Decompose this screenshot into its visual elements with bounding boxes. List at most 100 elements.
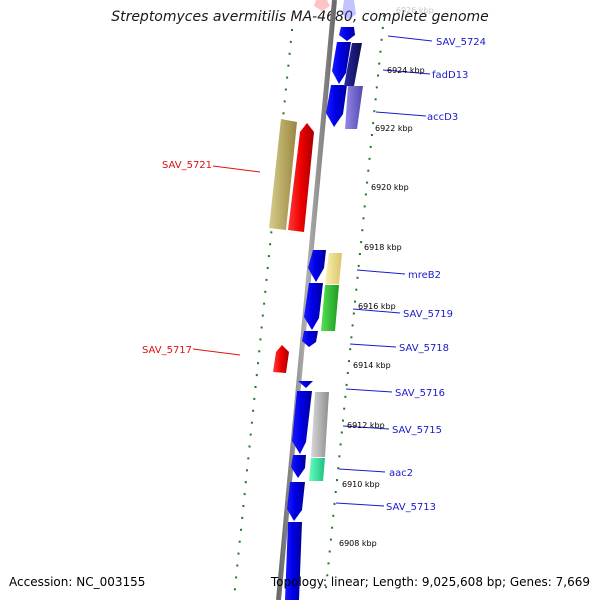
minor-tick xyxy=(254,386,257,388)
gene-accD3[interactable] xyxy=(326,85,347,127)
minor-tick xyxy=(329,538,332,541)
minor-tick xyxy=(366,181,369,184)
minor-tick xyxy=(250,421,253,424)
feature-aac2[interactable] xyxy=(309,458,325,481)
gene-SAV_5716[interactable] xyxy=(298,381,313,388)
minor-tick xyxy=(289,40,292,43)
minor-tick xyxy=(259,338,262,341)
genome-summary-text: Topology: linear; Length: 9,025,608 bp; … xyxy=(270,575,590,589)
minor-tick xyxy=(334,491,337,493)
scale-label-6910: 6910 kbp xyxy=(342,480,380,489)
minor-tick xyxy=(378,62,381,65)
minor-tick xyxy=(252,409,255,412)
feature-SAV_5721[interactable] xyxy=(269,119,297,230)
minor-tick xyxy=(354,300,356,303)
gene-SAV_5716-body[interactable] xyxy=(292,391,312,454)
gene-aac2[interactable] xyxy=(287,482,305,521)
minor-tick xyxy=(291,29,293,31)
feature-mreB2[interactable] xyxy=(325,253,342,284)
feature-SAV_5719[interactable] xyxy=(321,285,339,331)
minor-tick xyxy=(266,267,269,269)
minor-tick xyxy=(263,302,266,305)
gene-SAV_5721[interactable] xyxy=(288,123,314,232)
gene-label-SAV_5713[interactable]: SAV_5713 xyxy=(386,502,436,513)
feature-accD3[interactable] xyxy=(345,86,363,129)
scale-label-6922: 6922 kbp xyxy=(375,124,413,133)
reverse-gene-labels: SAV_5721 SAV_5717 xyxy=(142,160,212,356)
scale-label-6924: 6924 kbp xyxy=(387,66,425,75)
minor-tick xyxy=(287,64,290,67)
minor-tick xyxy=(235,576,238,579)
minor-tick xyxy=(370,134,373,136)
gene-SAV_5724-forward[interactable] xyxy=(339,27,355,41)
minor-tick xyxy=(238,540,241,543)
gene-label-SAV_5715[interactable]: SAV_5715 xyxy=(392,425,442,436)
minor-tick xyxy=(257,362,259,365)
minor-tick xyxy=(374,98,377,101)
gene-fadD13[interactable] xyxy=(332,42,351,84)
minor-tick xyxy=(332,514,335,517)
minor-tick xyxy=(333,502,336,505)
gene-label-aac2[interactable]: aac2 xyxy=(389,468,413,479)
minor-tick xyxy=(362,217,365,220)
gene-label-SAV_5724[interactable]: SAV_5724 xyxy=(436,37,486,48)
gene-label-fadD13[interactable]: fadD13 xyxy=(432,70,468,81)
minor-tick xyxy=(286,76,289,79)
gene-SAV_5713[interactable] xyxy=(285,522,302,600)
minor-tick xyxy=(233,588,236,591)
scale-label-6912: 6912 kbp xyxy=(347,421,385,430)
gene-SAV_5719[interactable] xyxy=(304,283,323,330)
minor-tick xyxy=(357,264,360,267)
minor-tick xyxy=(345,383,348,386)
accession-text: Accession: NC_003155 xyxy=(9,575,146,589)
minor-tick xyxy=(342,419,344,422)
tick-line-left xyxy=(233,29,293,591)
minor-tick xyxy=(379,50,382,53)
scale-label-6916: 6916 kbp xyxy=(358,302,396,311)
gene-label-SAV_5716[interactable]: SAV_5716 xyxy=(395,388,445,399)
minor-tick xyxy=(326,574,329,577)
minor-tick xyxy=(265,278,268,281)
minor-tick xyxy=(377,74,379,77)
minor-tick xyxy=(360,241,363,244)
scale-tick-lines xyxy=(233,15,385,591)
gene-SAV_5717[interactable] xyxy=(273,345,289,373)
minor-tick xyxy=(243,493,246,496)
minor-tick xyxy=(344,395,347,398)
minor-tick xyxy=(349,348,352,351)
minor-tick xyxy=(288,52,291,55)
minor-tick xyxy=(244,481,247,484)
gene-label-SAV_5717[interactable]: SAV_5717 xyxy=(142,345,192,356)
minor-tick xyxy=(237,552,240,555)
gene-label-SAV_5718[interactable]: SAV_5718 xyxy=(399,343,449,354)
minor-tick xyxy=(246,469,248,472)
gene-mreB2[interactable] xyxy=(308,250,326,282)
gene-label-mreB2[interactable]: mreB2 xyxy=(408,270,441,281)
minor-tick xyxy=(368,157,371,160)
minor-tick xyxy=(352,312,355,315)
minor-tick xyxy=(283,100,286,103)
faded-upstream-region xyxy=(314,0,356,20)
feature-SAV_5724[interactable] xyxy=(344,43,362,86)
minor-tick xyxy=(346,372,349,374)
minor-tick xyxy=(325,586,328,589)
minor-tick xyxy=(248,445,251,448)
gene-label-SAV_5719[interactable]: SAV_5719 xyxy=(403,309,453,320)
feature-SAV_5715[interactable] xyxy=(311,392,329,457)
scale-labels: 6926 kbp 6924 kbp 6922 kbp 6920 kbp 6918… xyxy=(339,6,434,548)
genome-title: Streptomyces avermitilis MA-4680, comple… xyxy=(111,9,489,25)
minor-tick xyxy=(350,336,353,339)
minor-tick xyxy=(375,86,378,89)
forward-gene-track xyxy=(285,27,355,600)
scale-label-6926: 6926 kbp xyxy=(396,6,434,15)
gene-SAV_5715[interactable] xyxy=(291,455,306,478)
minor-tick xyxy=(372,122,375,125)
gene-label-SAV_5721[interactable]: SAV_5721 xyxy=(162,160,212,171)
minor-tick xyxy=(241,516,244,519)
minor-tick xyxy=(267,255,270,258)
minor-tick xyxy=(249,433,252,436)
gene-SAV_5718[interactable] xyxy=(302,331,318,347)
gene-label-accD3[interactable]: accD3 xyxy=(427,112,458,123)
